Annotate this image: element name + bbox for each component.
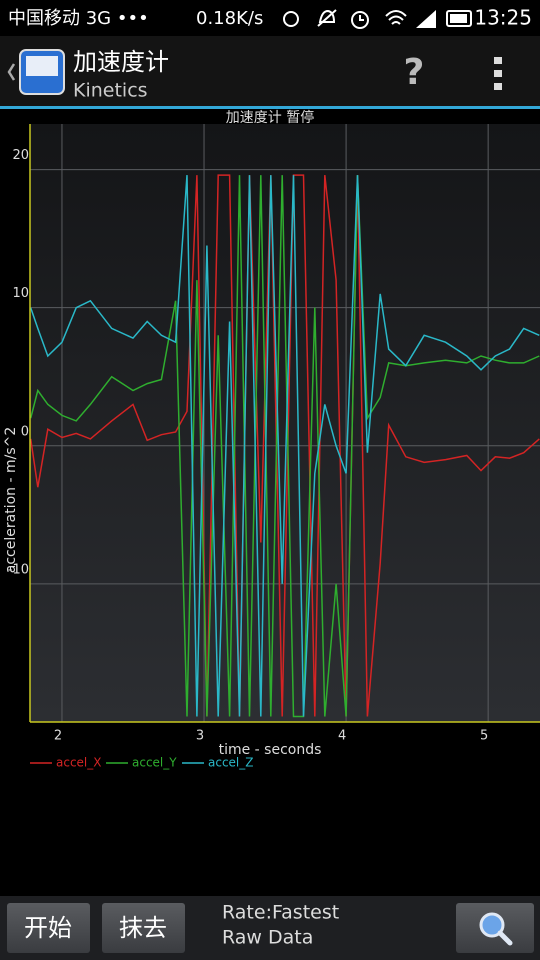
- menu-button[interactable]: [494, 57, 502, 90]
- app-title: 加速度计: [73, 48, 169, 76]
- y-tick-label: -10: [8, 562, 29, 577]
- status-icons: [283, 9, 472, 29]
- clock: 13:25: [474, 6, 532, 30]
- plot-area: [30, 124, 540, 722]
- y-tick-label: 10: [12, 286, 29, 301]
- x-tick-label: 3: [196, 729, 204, 744]
- app-icon-inner: [26, 56, 58, 76]
- data-info: Raw Data: [222, 927, 313, 949]
- app-bar: [0, 36, 540, 106]
- series-line: [30, 175, 540, 718]
- x-tick-label: 5: [480, 729, 488, 744]
- zoom-icon: [479, 912, 513, 946]
- x-tick-label: 2: [54, 729, 62, 744]
- legend-label: accel_Y: [132, 756, 177, 770]
- y-tick-label: 20: [12, 148, 29, 163]
- chart-title: 加速度计 暂停: [226, 109, 314, 126]
- legend-label: accel_X: [56, 756, 102, 770]
- y-axis-label: acceleration - m/s^2: [3, 427, 19, 573]
- rate-info: Rate:Fastest: [222, 902, 339, 924]
- clear-label: 抹去: [119, 914, 167, 942]
- carrier: 中国移动 3G •••: [8, 8, 149, 29]
- legend: accel_X accel_Y accel_Z: [30, 756, 254, 770]
- y-tick-label: 0: [21, 424, 29, 439]
- net-speed: 0.18K/s: [196, 8, 263, 29]
- help-button[interactable]: ?: [404, 52, 425, 93]
- series-line: [30, 175, 540, 717]
- x-axis-label: time - seconds: [219, 742, 322, 758]
- legend-label: accel_Z: [208, 756, 254, 770]
- start-button[interactable]: [7, 903, 90, 953]
- app-bar-divider: [0, 106, 540, 109]
- back-arrow[interactable]: [7, 63, 16, 81]
- app-subtitle: Kinetics: [73, 80, 148, 102]
- start-label: 开始: [24, 914, 72, 942]
- clear-button[interactable]: [102, 903, 185, 953]
- x-tick-label: 4: [338, 729, 346, 744]
- series-lines: [30, 174, 540, 718]
